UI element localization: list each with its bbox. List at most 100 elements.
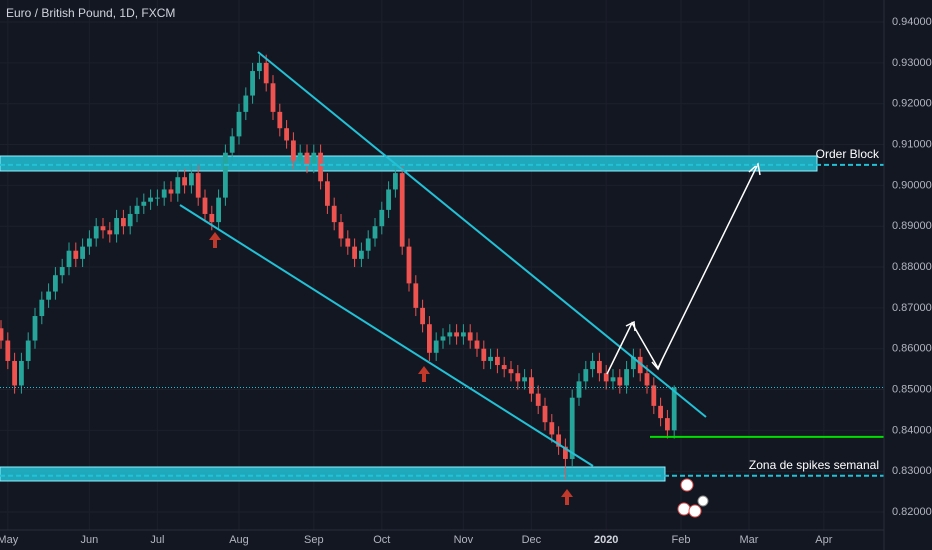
candle-body: [250, 71, 255, 96]
candle-body: [325, 181, 330, 206]
y-tick-label: 0.93000: [892, 57, 932, 69]
x-tick-label: Nov: [454, 534, 474, 546]
candle-body: [100, 226, 106, 231]
x-tick-label: Feb: [672, 534, 691, 546]
candle-body: [87, 238, 92, 247]
candle-body: [209, 213, 215, 223]
candle-body: [304, 152, 310, 165]
candle-body: [121, 218, 126, 227]
price-axis: [884, 0, 932, 530]
x-tick-label: Aug: [229, 534, 249, 546]
candle-body: [427, 324, 432, 353]
candle-body: [583, 369, 589, 382]
candle-body: [0, 328, 4, 341]
signal-arrows: [209, 232, 573, 505]
event-icon: [677, 502, 691, 516]
y-tick-label: 0.89000: [892, 220, 932, 232]
candle-body: [195, 173, 201, 198]
candle-body: [175, 177, 181, 194]
y-tick-label: 0.86000: [892, 343, 932, 355]
candle-body: [277, 111, 283, 129]
candle-body: [93, 226, 99, 239]
candle-body: [359, 250, 364, 259]
candle-body: [168, 189, 174, 194]
candle-body: [399, 173, 405, 247]
candle-body: [413, 283, 419, 308]
candle-body: [5, 340, 11, 361]
y-tick-label: 0.91000: [892, 138, 932, 150]
candle-body: [338, 222, 344, 239]
candle-body: [257, 62, 262, 72]
candle-body: [216, 197, 221, 223]
spike-zone: [0, 466, 666, 482]
candle-body: [603, 373, 609, 382]
candle-body: [379, 209, 385, 227]
x-tick-label: Jul: [150, 534, 164, 546]
axes: 0.82000 0.83000 0.84000 0.85000 0.86000 0.870…: [0, 16, 932, 546]
candle-body: [386, 189, 391, 210]
candle-body: [73, 250, 79, 259]
candle-body: [631, 356, 636, 370]
candle-body: [440, 336, 446, 341]
y-tick-label: 0.90000: [892, 179, 932, 191]
candle-body: [671, 387, 677, 431]
candle-body: [236, 111, 242, 137]
candle-body: [284, 128, 289, 141]
x-tick-label: Dec: [522, 534, 542, 546]
candle-body: [39, 299, 45, 317]
price-lines: 0.90503Order Block0.8505005:08:240.83841…: [0, 147, 932, 484]
candle-body: [155, 197, 160, 199]
candle-body: [651, 385, 657, 406]
candle-body: [25, 340, 31, 361]
candle-body: [243, 95, 249, 112]
up-arrow: [209, 232, 221, 248]
candle-body: [406, 246, 412, 284]
candle-body: [66, 250, 72, 268]
candle-body: [569, 397, 575, 459]
event-icon: [680, 478, 694, 492]
candle-body: [229, 136, 235, 153]
candle-body: [134, 205, 140, 214]
candle-body: [610, 377, 616, 382]
candle-body: [263, 62, 269, 84]
candle-body: [352, 246, 357, 259]
candle-body: [12, 360, 17, 386]
candle-body: [59, 267, 65, 276]
candle-body: [481, 348, 487, 361]
candle-body: [19, 360, 24, 386]
event-icons: [677, 478, 709, 518]
candle-body: [590, 360, 595, 370]
candle-body: [161, 189, 167, 198]
grid: [0, 0, 884, 530]
time-axis: [0, 530, 932, 550]
event-icon: [697, 495, 709, 507]
order-block-zone: [0, 155, 818, 172]
candle-body: [644, 373, 650, 386]
candle-body: [535, 393, 541, 406]
candle-body: [393, 173, 398, 190]
candle-body: [182, 177, 187, 186]
candle-body: [202, 197, 208, 214]
candle-body: [617, 377, 623, 386]
candle-body: [114, 218, 119, 235]
candle-body: [311, 152, 317, 165]
candle-body: [488, 356, 493, 361]
candle-body: [53, 275, 58, 292]
candle-body: [32, 316, 38, 341]
candle-body: [637, 356, 643, 374]
x-tick-label: Apr: [815, 534, 832, 546]
x-tick-label: 2020: [594, 534, 618, 546]
candle-body: [461, 332, 466, 337]
candle-body: [597, 360, 602, 374]
candle-body: [549, 422, 555, 435]
candle-body: [270, 83, 276, 112]
candle-body: [624, 369, 629, 386]
candle-body: [80, 246, 85, 259]
y-tick-label: 0.94000: [892, 16, 932, 28]
candle-body: [515, 373, 521, 382]
x-tick-label: Sep: [304, 534, 324, 546]
annotation: Zona de spikes semanal: [749, 458, 879, 472]
x-tick-label: Jun: [81, 534, 99, 546]
